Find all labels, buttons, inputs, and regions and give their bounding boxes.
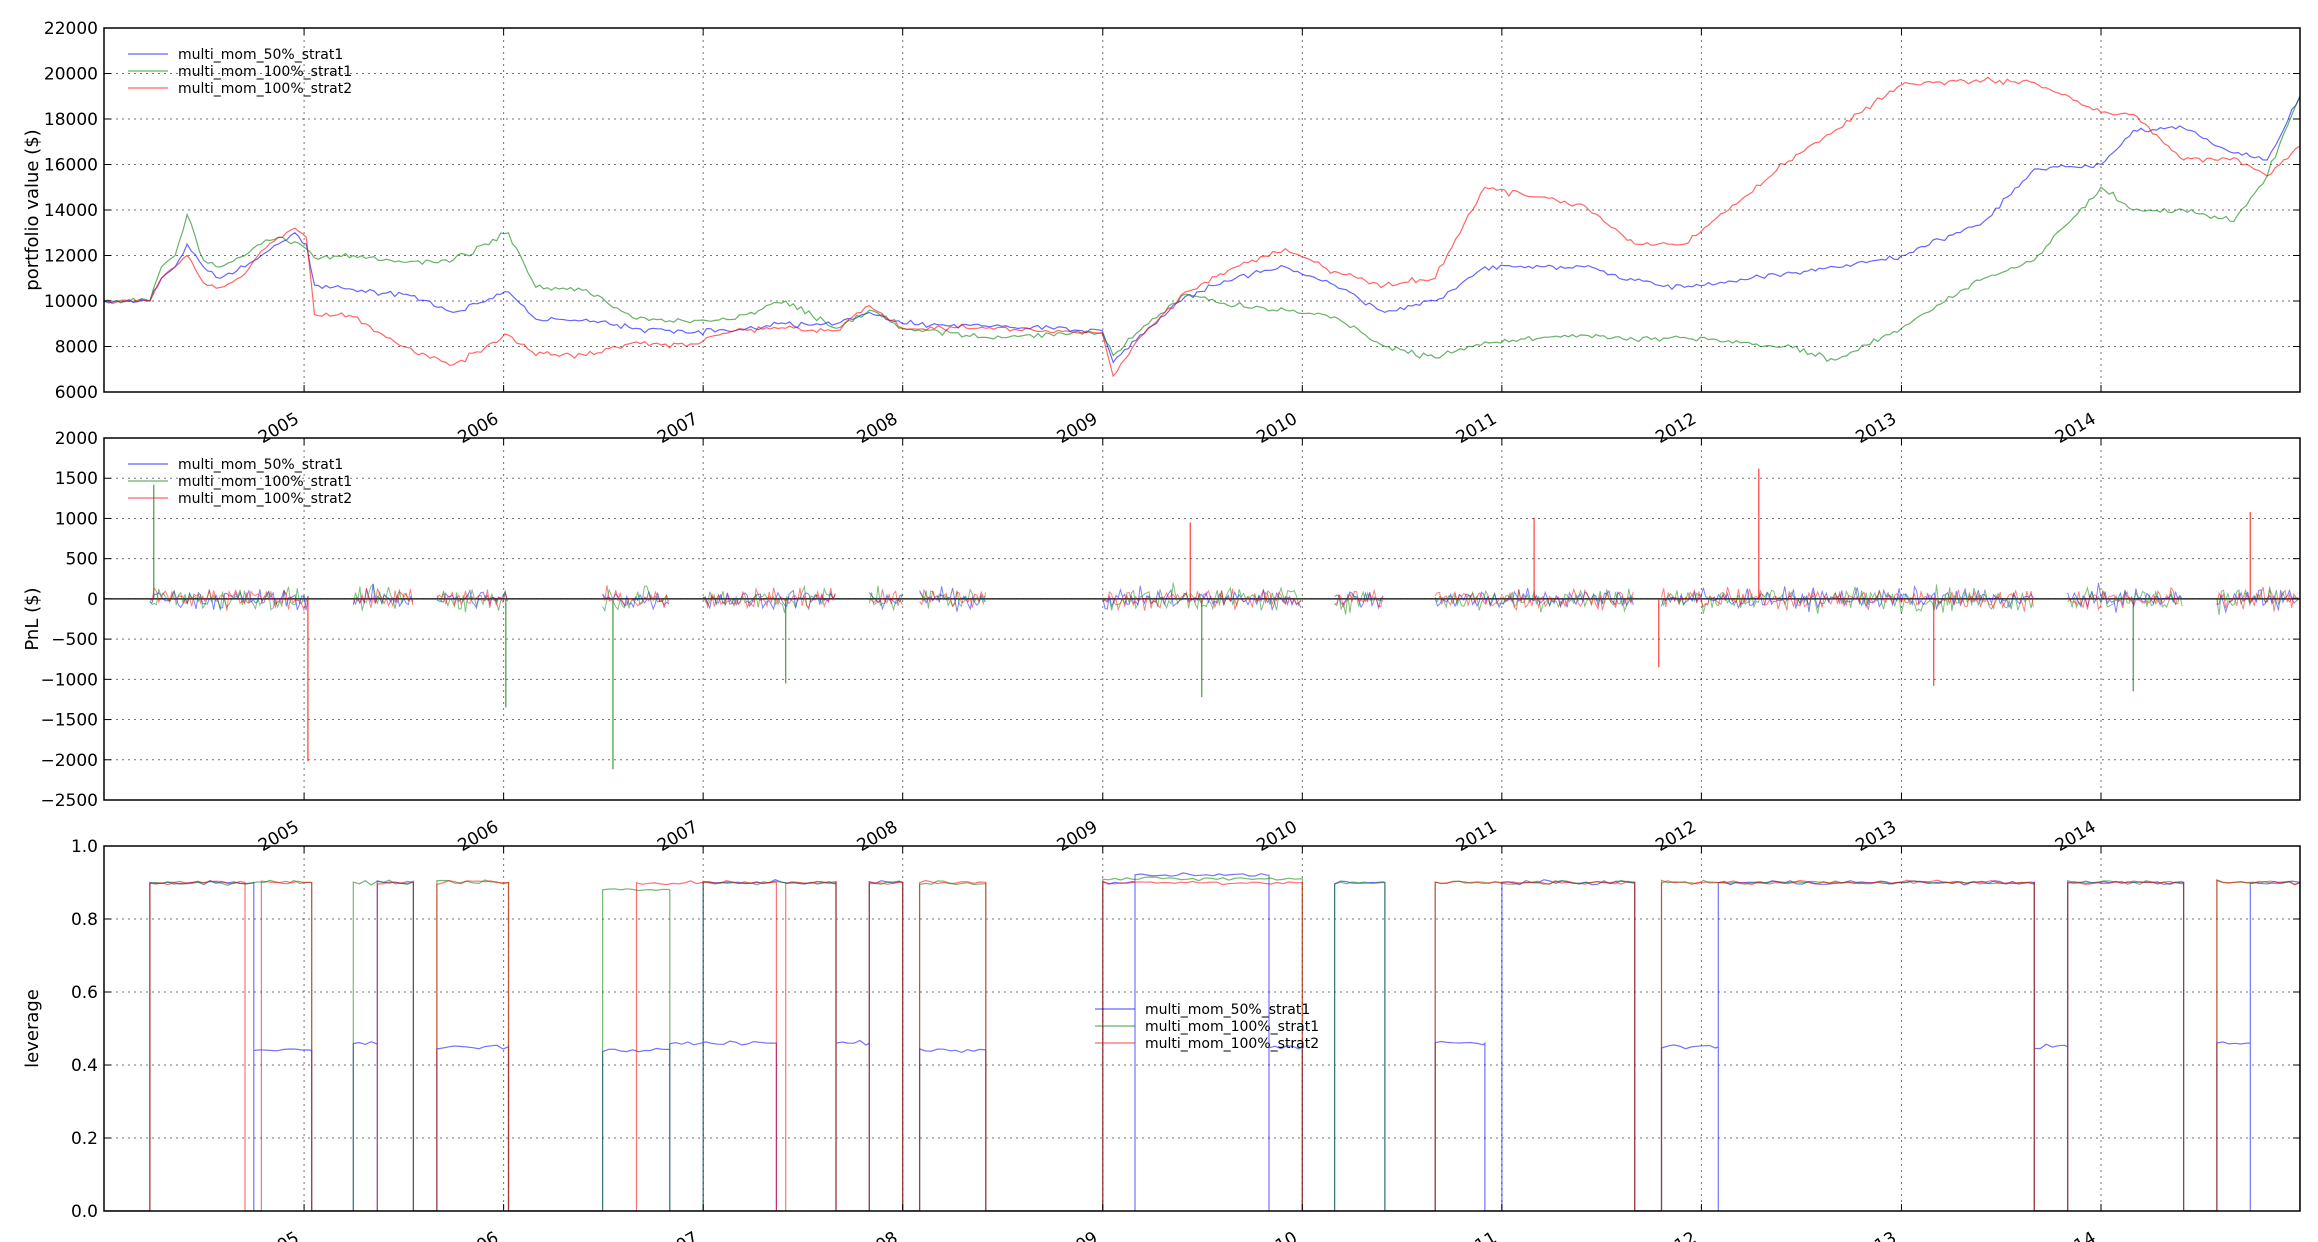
legend: multi_mom_50%_strat1multi_mom_100%_strat… — [1095, 1002, 1319, 1052]
plot-area — [104, 76, 2300, 378]
y-axis-label: PnL ($) — [22, 587, 43, 650]
legend-entry-label: multi_mom_100%_strat2 — [178, 81, 352, 97]
y-axis-label: portfolio value ($) — [22, 129, 43, 290]
y-tick-label: −2500 — [40, 791, 98, 811]
y-tick-label: 0.2 — [71, 1129, 98, 1149]
y-tick-label: 6000 — [55, 383, 98, 403]
y-tick-label: 14000 — [44, 201, 98, 221]
series-line-1 — [104, 876, 2300, 1211]
series-line-0 — [104, 96, 2300, 364]
legend-entry-label: multi_mom_100%_strat1 — [178, 64, 352, 80]
legend-entry-label: multi_mom_100%_strat1 — [1145, 1019, 1319, 1035]
y-tick-label: 0.8 — [71, 910, 98, 930]
y-tick-label: 0.0 — [71, 1202, 98, 1222]
legend-entry-label: multi_mom_100%_strat2 — [1145, 1036, 1319, 1052]
y-tick-label: 1.0 — [71, 837, 98, 857]
y-tick-label: 8000 — [55, 338, 98, 358]
legend-entry-label: multi_mom_50%_strat1 — [178, 457, 343, 473]
y-tick-label: 1000 — [55, 509, 98, 529]
y-tick-label: 10000 — [44, 292, 98, 312]
y-tick-label: 22000 — [44, 19, 98, 39]
y-tick-label: 1500 — [55, 469, 98, 489]
y-tick-label: 0.4 — [71, 1056, 98, 1076]
y-tick-label: 16000 — [44, 156, 98, 176]
legend-entry-label: multi_mom_100%_strat2 — [178, 491, 352, 507]
series-line-2 — [104, 76, 2300, 378]
axes-frame — [103, 437, 2301, 801]
axes-frame — [103, 845, 2301, 1212]
y-tick-label: −1500 — [40, 711, 98, 731]
y-tick-label: 0.6 — [71, 983, 98, 1003]
legend-entry-label: multi_mom_50%_strat1 — [178, 47, 343, 63]
y-tick-label: 2000 — [55, 429, 98, 449]
legend: multi_mom_50%_strat1multi_mom_100%_strat… — [128, 457, 352, 507]
y-axis-label: leverage — [22, 989, 43, 1068]
series-line-1 — [104, 96, 2300, 363]
y-tick-label: 12000 — [44, 247, 98, 267]
legend-entry-label: multi_mom_50%_strat1 — [1145, 1002, 1310, 1018]
y-tick-label: 0 — [87, 590, 98, 610]
y-tick-label: 20000 — [44, 65, 98, 85]
y-tick-label: −2000 — [40, 751, 98, 771]
y-tick-label: 500 — [66, 550, 98, 570]
y-tick-label: −1000 — [40, 670, 98, 690]
y-tick-label: 18000 — [44, 110, 98, 130]
plot-area — [104, 872, 2300, 1211]
plot-area — [104, 468, 2300, 770]
legend: multi_mom_50%_strat1multi_mom_100%_strat… — [128, 47, 352, 97]
legend-entry-label: multi_mom_100%_strat1 — [178, 474, 352, 490]
series-line-2 — [104, 879, 2300, 1211]
y-tick-label: −500 — [51, 630, 98, 650]
